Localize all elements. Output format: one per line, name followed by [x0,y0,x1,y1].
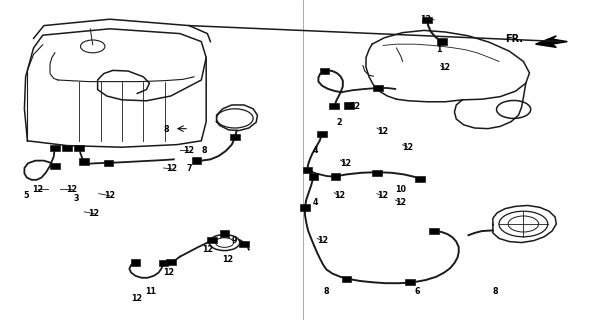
Text: 12: 12 [104,191,115,200]
Text: 6: 6 [415,287,420,296]
Text: 12: 12 [420,15,431,24]
Text: FR.: FR. [505,34,523,44]
Bar [429,228,439,234]
Bar [344,102,354,109]
Text: 12: 12 [439,63,450,72]
Text: 12: 12 [223,255,234,264]
Bar [300,204,310,211]
Bar [422,17,432,23]
Text: 12: 12 [377,127,388,136]
Text: 10: 10 [395,185,406,194]
Bar [415,176,425,182]
Bar [159,260,168,266]
Bar [220,230,229,237]
Bar [131,259,140,266]
Text: 12: 12 [403,143,414,152]
Text: 8: 8 [201,146,207,155]
Bar [303,167,312,173]
Text: 7: 7 [186,164,192,173]
Bar [342,276,351,282]
Text: 12: 12 [166,164,177,173]
Bar [74,145,84,151]
Text: 12: 12 [183,146,194,155]
Text: 12: 12 [32,185,43,194]
Bar [50,145,60,151]
Bar [405,279,415,285]
Polygon shape [536,36,567,47]
Text: 8: 8 [493,287,498,296]
Text: 12: 12 [340,159,351,168]
Bar [62,145,72,151]
Bar [437,38,447,45]
Bar [50,163,60,169]
Text: 11: 11 [145,287,156,296]
Text: 12: 12 [66,185,77,194]
Text: 12: 12 [163,268,174,277]
Text: 3: 3 [73,194,79,203]
Text: 4: 4 [312,198,318,207]
Text: 2: 2 [337,118,342,127]
Bar [320,68,329,74]
Bar [230,134,240,140]
Bar [207,237,217,243]
Bar [309,173,318,180]
Text: 12: 12 [203,245,214,254]
Text: 12: 12 [317,236,328,245]
Bar [373,85,383,91]
Bar [239,241,249,247]
Text: 8: 8 [163,125,169,134]
Text: 12: 12 [349,102,360,111]
Bar [104,160,113,166]
Text: 8: 8 [323,287,329,296]
Bar [192,157,201,164]
Bar [329,103,339,109]
Text: 12: 12 [395,198,406,207]
Bar [331,173,340,180]
Bar [317,131,327,137]
Bar [372,170,382,176]
Text: 1: 1 [436,45,442,54]
Text: 9: 9 [232,236,237,245]
Text: 4: 4 [312,146,318,155]
Text: 12: 12 [88,209,99,218]
Text: 12: 12 [334,191,345,200]
Bar [166,259,176,265]
Text: 12: 12 [377,191,388,200]
Text: 12: 12 [131,294,142,303]
Text: 5: 5 [23,191,29,200]
Bar [79,158,89,165]
